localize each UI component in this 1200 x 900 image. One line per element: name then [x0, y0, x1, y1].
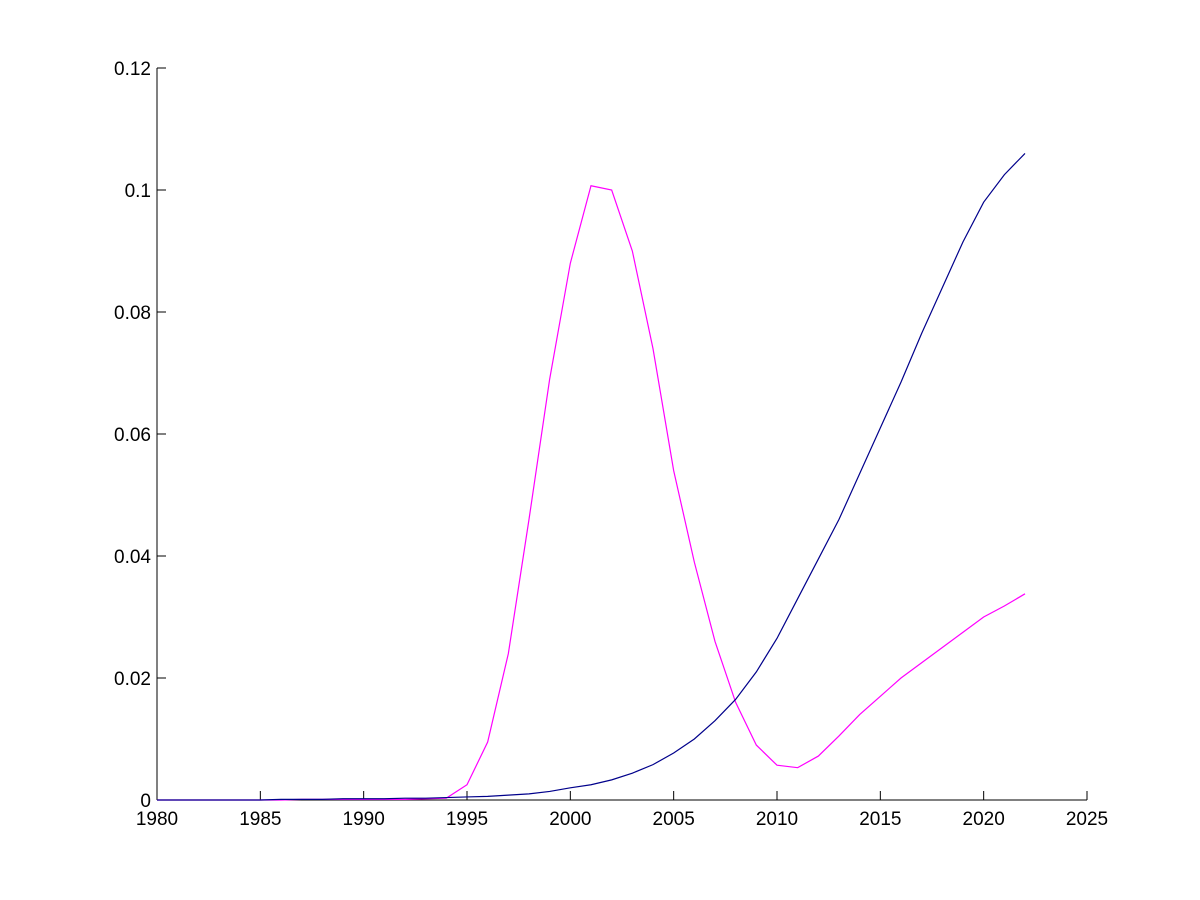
y-tick-label: 0: [140, 791, 151, 812]
y-tick-label: 0.04: [114, 547, 151, 568]
x-tick-label: 1995: [446, 809, 488, 830]
x-tick-label: 1980: [136, 809, 178, 830]
x-tick-label: 1985: [239, 809, 281, 830]
y-tick-label: 0.08: [114, 303, 151, 324]
y-tick-label: 0.12: [114, 59, 151, 80]
x-tick-label: 2010: [756, 809, 798, 830]
x-tick-label: 2015: [859, 809, 901, 830]
x-tick-label: 2005: [653, 809, 695, 830]
y-tick-label: 0.02: [114, 669, 151, 690]
x-tick-label: 2020: [963, 809, 1005, 830]
series-line: [157, 185, 1026, 801]
x-tick-label: 2000: [549, 809, 591, 830]
series-line: [157, 152, 1026, 801]
x-tick-label: 2025: [1066, 809, 1108, 830]
y-tick-label: 0.06: [114, 425, 151, 446]
y-tick-label: 0.1: [125, 181, 151, 202]
x-tick-label: 1990: [343, 809, 385, 830]
